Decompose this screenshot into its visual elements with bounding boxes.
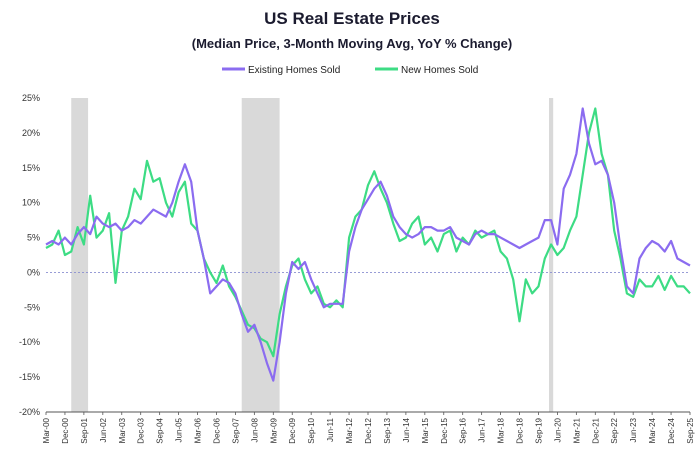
y-tick-label: 5% bbox=[27, 233, 40, 243]
x-tick-label: Jun-17 bbox=[478, 417, 487, 442]
series-line-new-homes bbox=[45, 107, 691, 358]
y-tick-label: 10% bbox=[22, 198, 40, 208]
recession-band-0 bbox=[71, 98, 89, 412]
x-tick-label: Jun-05 bbox=[175, 417, 184, 442]
x-tick-label: Jun-02 bbox=[99, 417, 108, 442]
x-tick-label: Sep-19 bbox=[534, 417, 543, 443]
legend-label-existing: Existing Homes Sold bbox=[248, 65, 340, 76]
series-lines bbox=[45, 107, 691, 382]
y-tick-label: -5% bbox=[24, 302, 40, 312]
x-tick-label: Jun-11 bbox=[326, 417, 335, 441]
x-tick-label: Mar-03 bbox=[118, 417, 127, 443]
x-tick-label: Mar-12 bbox=[345, 417, 354, 443]
x-tick-label: Mar-15 bbox=[421, 417, 430, 443]
x-tick-label: Sep-10 bbox=[307, 417, 316, 443]
x-tick-label: Mar-21 bbox=[572, 417, 581, 443]
x-tick-label: Sep-16 bbox=[459, 417, 468, 443]
y-tick-label: -10% bbox=[19, 337, 40, 347]
x-tick-label: Dec-24 bbox=[667, 417, 676, 443]
y-tick-label: 15% bbox=[22, 163, 40, 173]
x-tick-label: Sep-01 bbox=[80, 417, 89, 443]
recession-bands bbox=[71, 98, 554, 412]
x-tick-label: Mar-00 bbox=[42, 417, 51, 443]
x-tick-label: Dec-21 bbox=[591, 417, 600, 443]
y-tick-label: -20% bbox=[19, 407, 40, 417]
x-tick-label: Sep-22 bbox=[610, 417, 619, 443]
series-line-existing-homes bbox=[45, 107, 691, 382]
x-tick-label: Dec-15 bbox=[440, 417, 449, 443]
chart-title: US Real Estate Prices bbox=[264, 9, 440, 28]
x-tick-label: Dec-09 bbox=[288, 417, 297, 443]
x-tick-label: Sep-25 bbox=[686, 417, 695, 443]
x-tick-label: Jun-20 bbox=[553, 417, 562, 442]
x-tick-label: Sep-13 bbox=[383, 417, 392, 443]
x-tick-label: Mar-06 bbox=[194, 417, 203, 443]
x-tick-label: Mar-18 bbox=[497, 417, 506, 443]
x-tick-label: Dec-00 bbox=[61, 417, 70, 443]
x-tick-label: Mar-24 bbox=[648, 417, 657, 443]
axes: 25% 20% 15% 10% 5% 0% -5% -10% -15% -20%Mar-00 Dec… bbox=[19, 93, 695, 444]
x-tick-label: Dec-03 bbox=[137, 417, 146, 443]
legend-label-new: New Homes Sold bbox=[401, 65, 478, 76]
y-tick-label: 0% bbox=[27, 267, 40, 277]
x-tick-label: Dec-18 bbox=[516, 417, 525, 443]
legend: Existing Homes Sold New Homes Sold bbox=[222, 65, 478, 76]
x-tick-label: Mar-09 bbox=[269, 417, 278, 443]
x-tick-label: Dec-12 bbox=[364, 417, 373, 443]
y-tick-label: 25% bbox=[22, 93, 40, 103]
y-tick-label: 20% bbox=[22, 128, 40, 138]
x-tick-label: Sep-04 bbox=[156, 417, 165, 443]
y-tick-label: -15% bbox=[19, 372, 40, 382]
recession-band-1 bbox=[241, 98, 280, 412]
x-tick-label: Dec-06 bbox=[212, 417, 221, 443]
chart-subtitle: (Median Price, 3-Month Moving Avg, YoY %… bbox=[192, 36, 512, 51]
x-tick-label: Sep-07 bbox=[231, 417, 240, 443]
x-tick-label: Jun-08 bbox=[250, 417, 259, 442]
x-tick-label: Jun-14 bbox=[402, 417, 411, 442]
recession-band-2 bbox=[548, 98, 554, 412]
x-tick-label: Jun-23 bbox=[629, 417, 638, 442]
